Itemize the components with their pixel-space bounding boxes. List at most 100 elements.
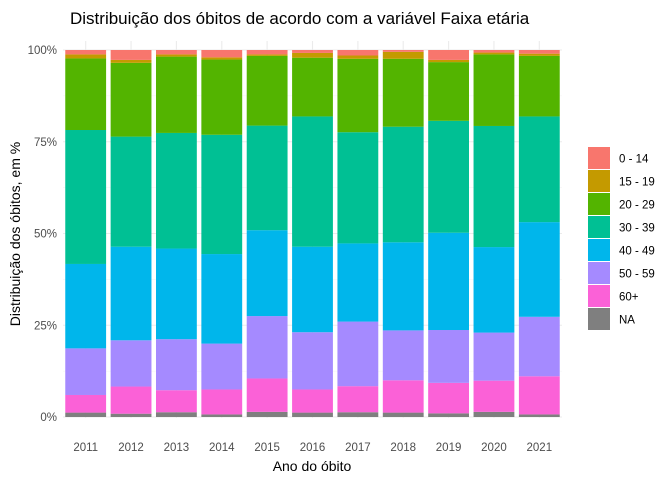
bar-segment xyxy=(110,62,152,137)
bar-segment xyxy=(428,330,470,383)
bar-segment xyxy=(337,58,379,133)
bar-segment xyxy=(473,332,515,381)
bar-segment xyxy=(518,376,560,415)
y-tick-label: 100% xyxy=(28,45,57,57)
x-tick-label: 2016 xyxy=(300,442,326,454)
bar-segment xyxy=(110,413,152,417)
bar-segment xyxy=(65,50,107,55)
bar-segment xyxy=(473,52,515,55)
bar-segment xyxy=(155,132,197,249)
bar-segment xyxy=(428,62,470,121)
bar-segment xyxy=(110,246,152,341)
bar-segment xyxy=(473,411,515,417)
bar-segment xyxy=(246,378,288,412)
bar-segment xyxy=(337,50,379,56)
bar-segment xyxy=(246,125,288,231)
bar-segment xyxy=(473,125,515,248)
legend-key xyxy=(588,285,610,307)
bar-segment xyxy=(65,394,107,413)
legend-label: 20 - 29 xyxy=(619,200,655,212)
bar-segment xyxy=(65,348,107,395)
bar-segment xyxy=(337,386,379,413)
bar-segment xyxy=(428,59,470,63)
y-tick-label: 50% xyxy=(34,229,57,241)
x-tick-label: 2012 xyxy=(118,442,144,454)
legend-key xyxy=(588,216,610,238)
y-tick-label: 75% xyxy=(34,137,57,149)
legend-key xyxy=(588,170,610,192)
bar-segment xyxy=(382,126,424,243)
bar-segment xyxy=(155,248,197,340)
bar-segment xyxy=(518,222,560,317)
bar-segment xyxy=(201,343,243,390)
y-axis-label: Distribuição dos óbitos, em % xyxy=(7,142,23,326)
bar-segment xyxy=(201,389,243,415)
bar-segment xyxy=(246,230,288,317)
bar-segment xyxy=(518,316,560,377)
bar-segment xyxy=(428,382,470,414)
bar-segment xyxy=(292,332,333,390)
bar-segment xyxy=(518,53,560,56)
bar-segment xyxy=(382,242,424,331)
bar-segment xyxy=(473,54,515,126)
bar-segment xyxy=(428,50,470,60)
legend: 0 - 14 15 - 19 20 - 29 30 - 39 40 - 49 50 - 5… xyxy=(588,147,655,330)
bar-segment xyxy=(337,55,379,59)
bar-segment xyxy=(65,412,107,417)
legend-label: 0 - 14 xyxy=(619,154,649,166)
bar-segment xyxy=(292,52,333,58)
legend-key xyxy=(588,147,610,169)
bar-segment xyxy=(155,56,197,133)
bar-segment xyxy=(246,316,288,379)
bar-segment xyxy=(201,57,243,60)
bar-segment xyxy=(382,412,424,417)
legend-label: 30 - 39 xyxy=(619,223,655,235)
bar-segment xyxy=(382,58,424,127)
x-tick-label: 2017 xyxy=(345,442,371,454)
bar-segment xyxy=(382,380,424,413)
bar-segment xyxy=(110,136,152,247)
legend-label: 50 - 59 xyxy=(619,269,655,281)
legend-key xyxy=(588,239,610,261)
bar-segment xyxy=(337,412,379,417)
bar-segment xyxy=(201,254,243,344)
bar-segment xyxy=(337,321,379,387)
bar-segment xyxy=(110,50,152,60)
bar-segment xyxy=(473,247,515,333)
bar-segment xyxy=(110,59,152,63)
bar-segment xyxy=(518,116,560,223)
bar-segment xyxy=(65,263,107,349)
x-tick-label: 2014 xyxy=(209,442,235,454)
bar-segment xyxy=(155,54,197,57)
bar-segment xyxy=(473,380,515,412)
legend-key xyxy=(588,262,610,284)
bar-segment xyxy=(65,58,107,131)
y-tick-label: 25% xyxy=(34,320,57,332)
bar-segment xyxy=(382,50,424,52)
bar-segment xyxy=(428,120,470,233)
bar-segment xyxy=(155,412,197,417)
bar-segment xyxy=(337,243,379,322)
bar-segment xyxy=(292,246,333,333)
bar-segment xyxy=(428,232,470,331)
bar-segment xyxy=(292,57,333,117)
bar-segment xyxy=(155,339,197,391)
x-tick-label: 2018 xyxy=(390,442,416,454)
legend-label: 60+ xyxy=(619,292,639,304)
bar-segment xyxy=(246,50,288,55)
bar-segment xyxy=(65,130,107,264)
bar-segment xyxy=(110,386,152,414)
bar-segment xyxy=(155,390,197,413)
legend-label: NA xyxy=(619,315,635,327)
bar-segment xyxy=(201,134,243,255)
bar-segment xyxy=(246,55,288,126)
bar-segment xyxy=(292,50,333,53)
bar-segment xyxy=(518,414,560,417)
bar-segment xyxy=(292,116,333,247)
bar-segment xyxy=(246,54,288,56)
bar-segment xyxy=(65,54,107,59)
x-tick-label: 2015 xyxy=(254,442,280,454)
bar-segment xyxy=(428,413,470,417)
